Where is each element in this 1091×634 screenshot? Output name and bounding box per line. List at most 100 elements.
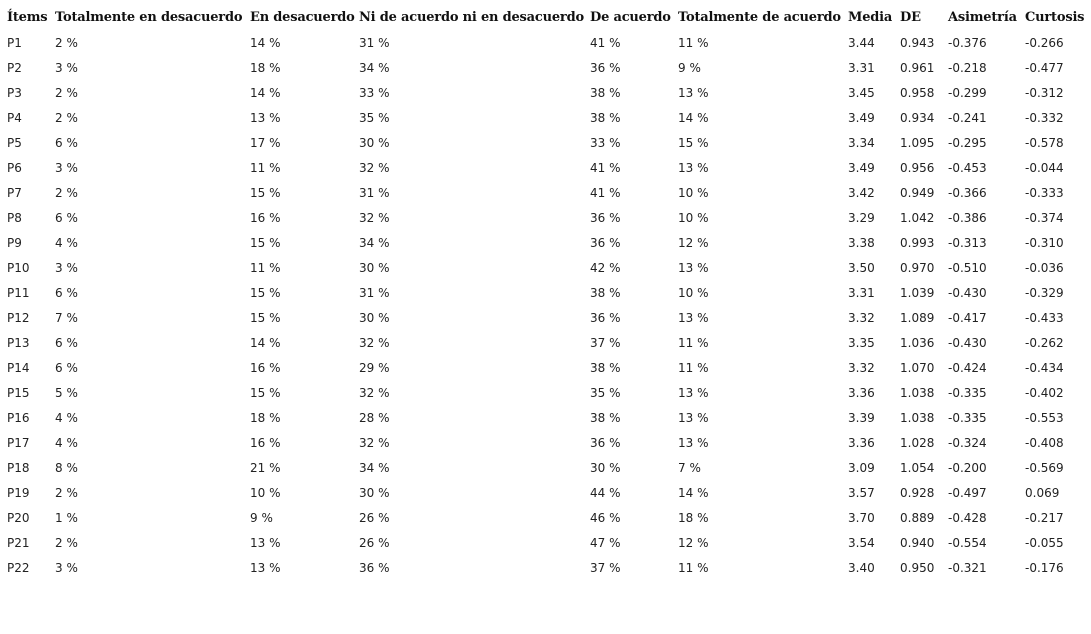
- cell-strongly-agree: 13 %: [678, 260, 709, 275]
- cell-strongly-agree: 10 %: [678, 210, 709, 225]
- cell-strongly-disagree: 2 %: [55, 35, 78, 50]
- cell-kurtosis: -0.310: [1025, 235, 1064, 250]
- table-row: P19 2 % 10 % 30 % 44 % 14 % 3.57 0.928 -0.497 0.0…: [7, 480, 1091, 505]
- cell-neutral: 30 %: [359, 485, 390, 500]
- cell-disagree: 13 %: [250, 110, 281, 125]
- cell-skewness: -0.510: [948, 260, 987, 275]
- cell-strongly-disagree: 3 %: [55, 160, 78, 175]
- table-row: P12 7 % 15 % 30 % 36 % 13 % 3.32 1.089 -0.417 -0.…: [7, 305, 1091, 330]
- cell-mean: 3.44: [848, 35, 875, 50]
- cell-agree: 36 %: [590, 310, 621, 325]
- cell-sd: 1.038: [900, 385, 935, 400]
- table-row: P16 4 % 18 % 28 % 38 % 13 % 3.39 1.038 -0.335 -0.…: [7, 405, 1091, 430]
- cell-item: P10: [7, 260, 30, 275]
- column-header-strongly-agree: Totalmente de acuerdo: [678, 10, 841, 25]
- cell-agree: 35 %: [590, 385, 621, 400]
- cell-skewness: -0.335: [948, 385, 987, 400]
- cell-disagree: 16 %: [250, 435, 281, 450]
- table-row: P13 6 % 14 % 32 % 37 % 11 % 3.35 1.036 -0.430 -0.…: [7, 330, 1091, 355]
- cell-disagree: 15 %: [250, 235, 281, 250]
- cell-kurtosis: -0.333: [1025, 185, 1064, 200]
- cell-strongly-agree: 13 %: [678, 85, 709, 100]
- cell-neutral: 31 %: [359, 185, 390, 200]
- cell-kurtosis: -0.569: [1025, 460, 1064, 475]
- cell-strongly-agree: 14 %: [678, 110, 709, 125]
- cell-neutral: 28 %: [359, 410, 390, 425]
- cell-neutral: 31 %: [359, 285, 390, 300]
- cell-strongly-disagree: 2 %: [55, 85, 78, 100]
- table-row: P22 3 % 13 % 36 % 37 % 11 % 3.40 0.950 -0.321 -0.…: [7, 555, 1091, 580]
- cell-sd: 0.949: [900, 185, 935, 200]
- cell-strongly-agree: 11 %: [678, 360, 709, 375]
- cell-sd: 0.928: [900, 485, 935, 500]
- column-header-skewness: Asimetría: [948, 10, 1017, 25]
- cell-strongly-disagree: 7 %: [55, 310, 78, 325]
- column-header-item: Ítems: [7, 10, 48, 25]
- cell-mean: 3.49: [848, 160, 875, 175]
- cell-strongly-agree: 11 %: [678, 560, 709, 575]
- cell-sd: 1.038: [900, 410, 935, 425]
- cell-neutral: 31 %: [359, 35, 390, 50]
- cell-strongly-disagree: 5 %: [55, 385, 78, 400]
- cell-skewness: -0.424: [948, 360, 987, 375]
- cell-kurtosis: -0.434: [1025, 360, 1064, 375]
- cell-skewness: -0.417: [948, 310, 987, 325]
- cell-item: P1: [7, 35, 22, 50]
- cell-strongly-disagree: 3 %: [55, 60, 78, 75]
- cell-kurtosis: -0.433: [1025, 310, 1064, 325]
- cell-strongly-agree: 13 %: [678, 385, 709, 400]
- cell-skewness: -0.321: [948, 560, 987, 575]
- cell-mean: 3.38: [848, 235, 875, 250]
- cell-agree: 46 %: [590, 510, 621, 525]
- cell-mean: 3.40: [848, 560, 875, 575]
- cell-neutral: 30 %: [359, 310, 390, 325]
- cell-strongly-agree: 12 %: [678, 535, 709, 550]
- cell-sd: 0.970: [900, 260, 935, 275]
- cell-neutral: 30 %: [359, 135, 390, 150]
- cell-item: P21: [7, 535, 30, 550]
- cell-mean: 3.45: [848, 85, 875, 100]
- cell-item: P20: [7, 510, 30, 525]
- cell-strongly-agree: 11 %: [678, 335, 709, 350]
- cell-kurtosis: -0.217: [1025, 510, 1064, 525]
- cell-skewness: -0.497: [948, 485, 987, 500]
- cell-item: P8: [7, 210, 22, 225]
- cell-strongly-agree: 14 %: [678, 485, 709, 500]
- cell-item: P17: [7, 435, 30, 450]
- cell-kurtosis: -0.055: [1025, 535, 1064, 550]
- table-row: P7 2 % 15 % 31 % 41 % 10 % 3.42 0.949 -0.366 -0.3…: [7, 180, 1091, 205]
- cell-skewness: -0.295: [948, 135, 987, 150]
- table-row: P6 3 % 11 % 32 % 41 % 13 % 3.49 0.956 -0.453 -0.0…: [7, 155, 1091, 180]
- cell-strongly-disagree: 4 %: [55, 410, 78, 425]
- cell-strongly-disagree: 4 %: [55, 235, 78, 250]
- cell-sd: 1.054: [900, 460, 935, 475]
- table-row: P15 5 % 15 % 32 % 35 % 13 % 3.36 1.038 -0.335 -0.…: [7, 380, 1091, 405]
- cell-agree: 42 %: [590, 260, 621, 275]
- cell-strongly-agree: 7 %: [678, 460, 701, 475]
- cell-disagree: 11 %: [250, 260, 281, 275]
- cell-sd: 0.950: [900, 560, 935, 575]
- cell-neutral: 34 %: [359, 60, 390, 75]
- cell-mean: 3.54: [848, 535, 875, 550]
- cell-sd: 0.958: [900, 85, 935, 100]
- cell-disagree: 15 %: [250, 385, 281, 400]
- cell-agree: 38 %: [590, 360, 621, 375]
- cell-agree: 37 %: [590, 335, 621, 350]
- cell-disagree: 14 %: [250, 35, 281, 50]
- table-body: P1 2 % 14 % 31 % 41 % 11 % 3.44 0.943 -0.376 -0.2…: [7, 30, 1091, 580]
- cell-kurtosis: -0.578: [1025, 135, 1064, 150]
- cell-mean: 3.50: [848, 260, 875, 275]
- cell-disagree: 13 %: [250, 535, 281, 550]
- table-row: P3 2 % 14 % 33 % 38 % 13 % 3.45 0.958 -0.299 -0.3…: [7, 80, 1091, 105]
- cell-mean: 3.31: [848, 285, 875, 300]
- cell-mean: 3.57: [848, 485, 875, 500]
- cell-kurtosis: -0.332: [1025, 110, 1064, 125]
- cell-skewness: -0.554: [948, 535, 987, 550]
- table-row: P5 6 % 17 % 30 % 33 % 15 % 3.34 1.095 -0.295 -0.5…: [7, 130, 1091, 155]
- cell-strongly-disagree: 2 %: [55, 485, 78, 500]
- cell-strongly-disagree: 6 %: [55, 335, 78, 350]
- cell-item: P12: [7, 310, 30, 325]
- cell-mean: 3.31: [848, 60, 875, 75]
- cell-sd: 1.036: [900, 335, 935, 350]
- cell-item: P11: [7, 285, 30, 300]
